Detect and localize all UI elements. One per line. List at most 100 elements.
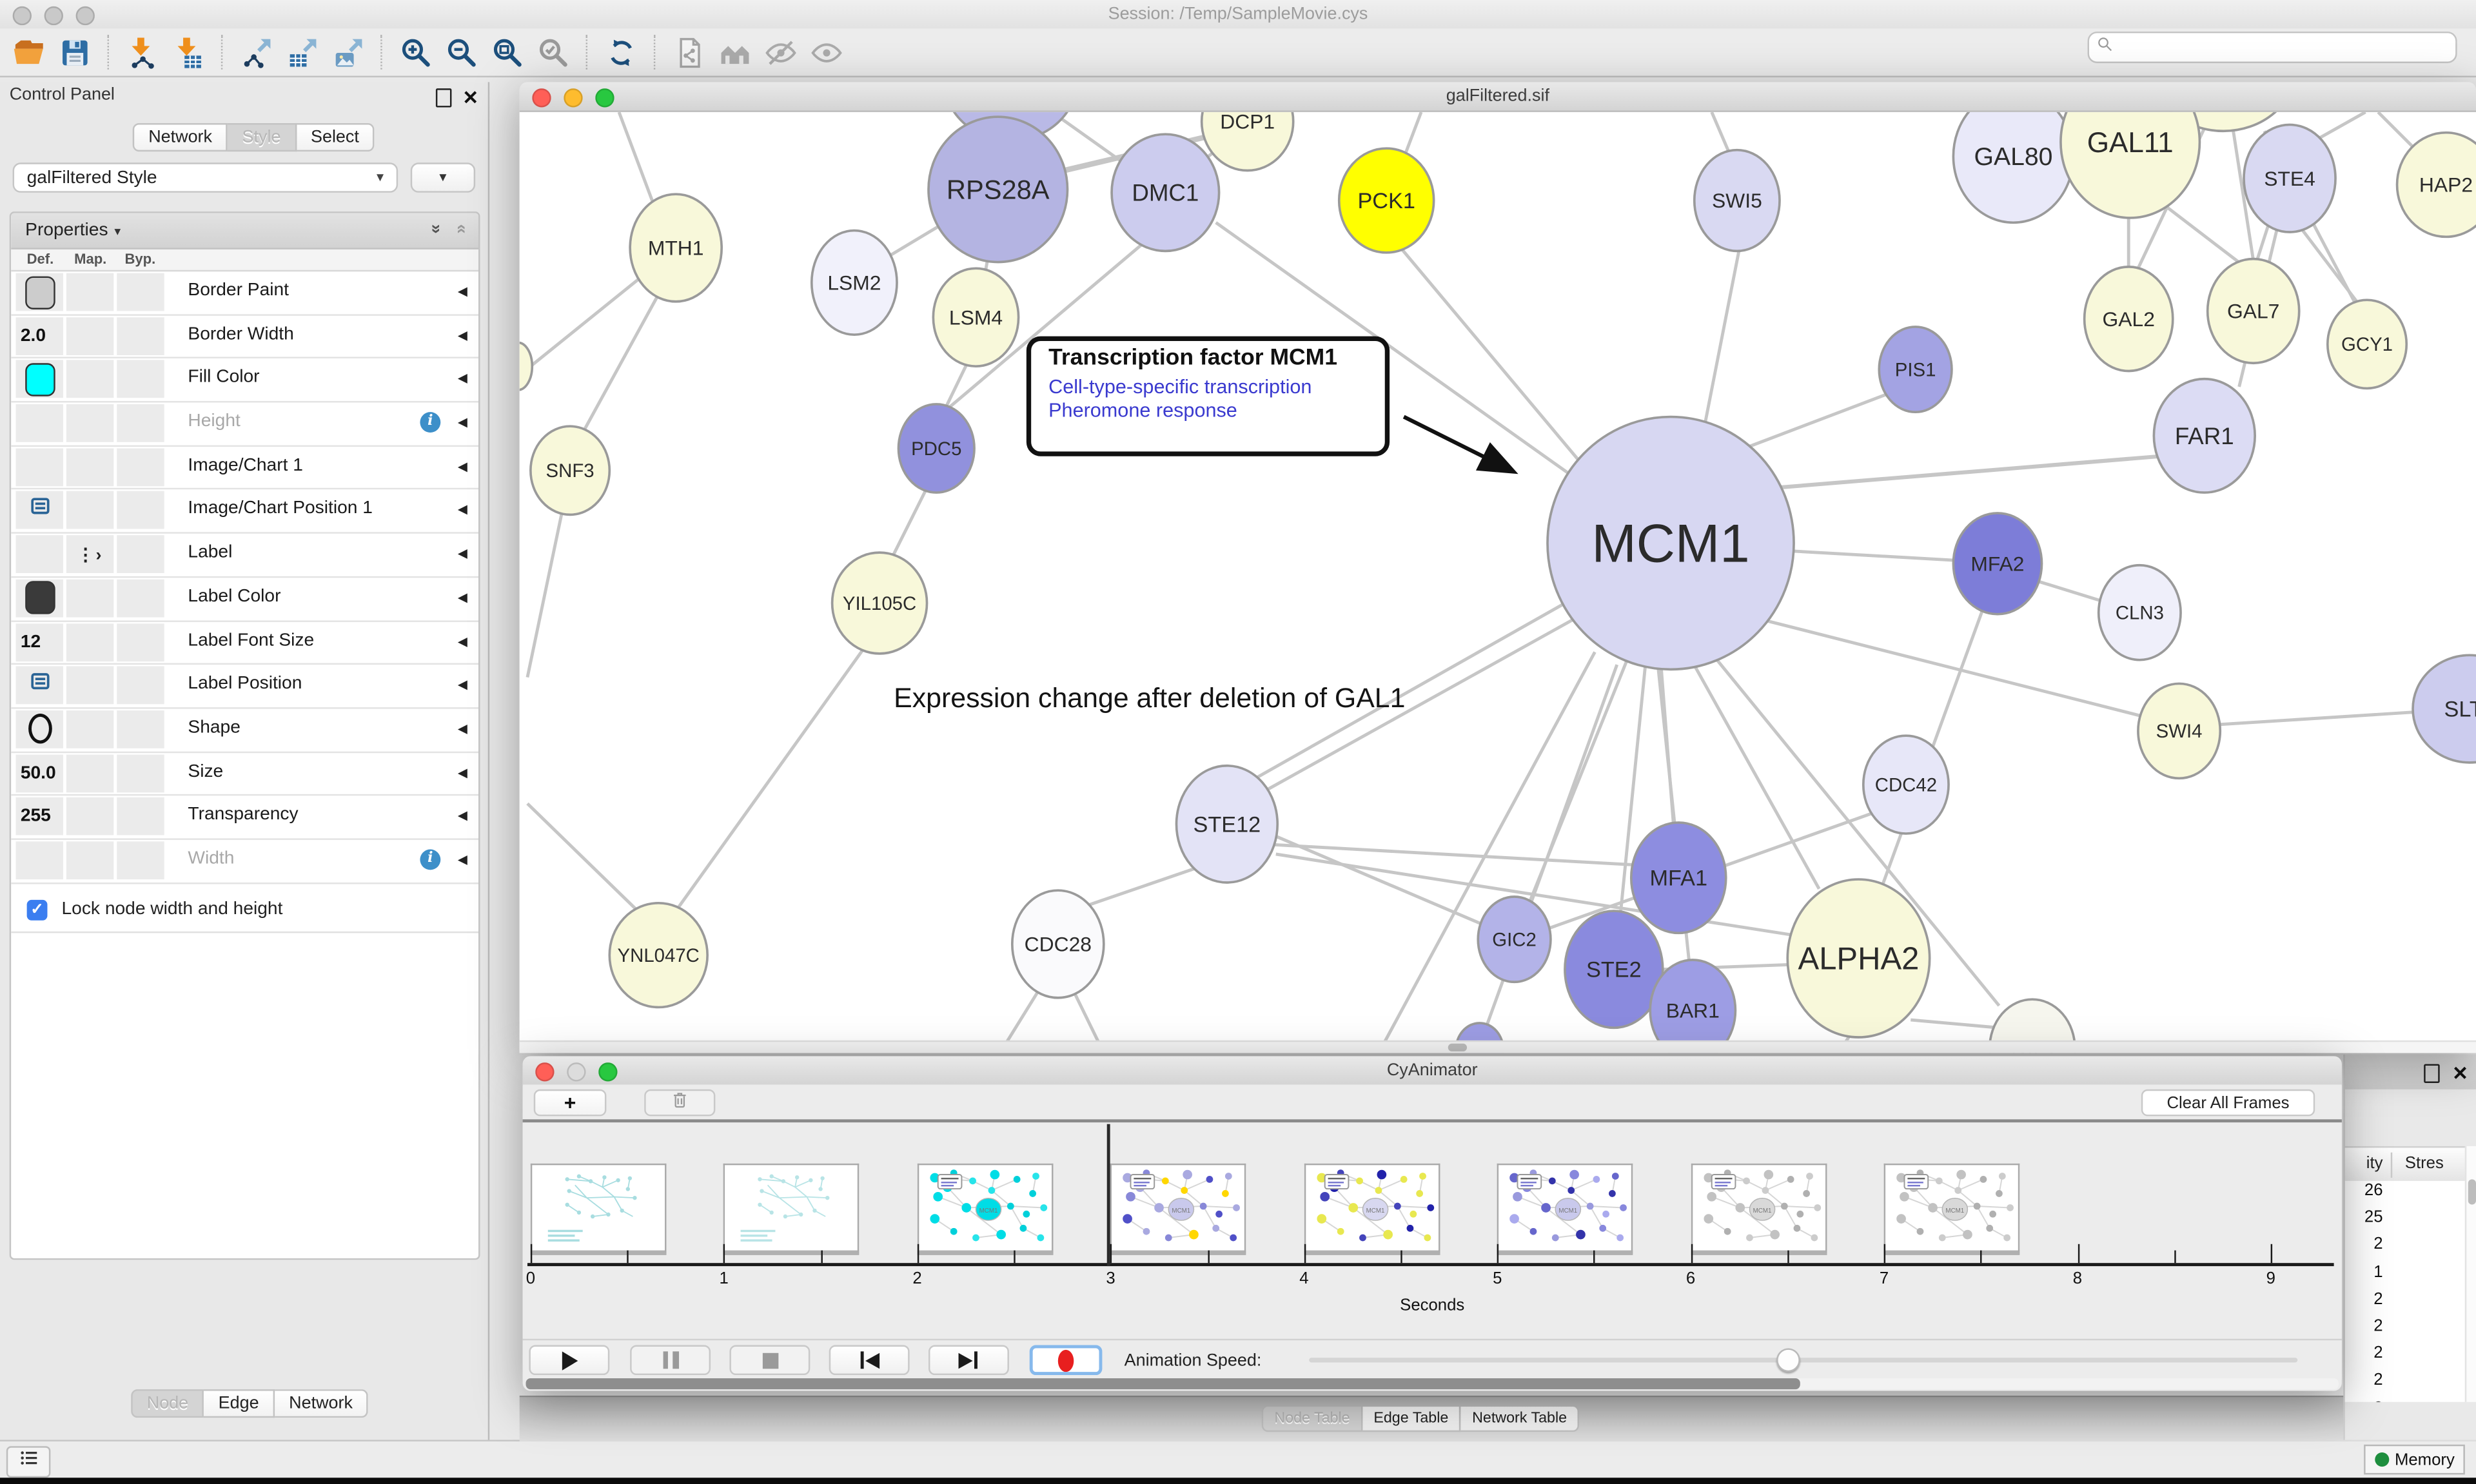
network-node-LSM2[interactable]: LSM2: [810, 229, 898, 337]
property-row-height[interactable]: Height i ◀: [11, 403, 479, 447]
search-box[interactable]: [2087, 31, 2457, 63]
default-value-cell[interactable]: [15, 579, 63, 618]
mapping-cell[interactable]: [66, 754, 114, 792]
network-node-CLN3[interactable]: CLN3: [2097, 563, 2182, 661]
table-cell[interactable]: 2: [2373, 1235, 2383, 1255]
network-node-GAL7[interactable]: GAL7: [2206, 257, 2301, 365]
zoom-icon[interactable]: [598, 1062, 618, 1082]
network-node-STE2[interactable]: STE2: [1564, 910, 1664, 1030]
network-edge[interactable]: [1215, 221, 1573, 477]
collapse-all-icon[interactable]: »: [451, 224, 471, 234]
info-icon[interactable]: i: [420, 412, 441, 433]
network-edge[interactable]: [2231, 127, 2255, 261]
mapping-cell[interactable]: [66, 710, 114, 748]
network-node-GCY1[interactable]: GCY1: [2326, 298, 2408, 390]
network-node-YNL047C[interactable]: YNL047C: [608, 901, 709, 1009]
network-edge[interactable]: [1377, 651, 1597, 1053]
network-node-STE12[interactable]: STE12: [1175, 764, 1279, 884]
network-node-MCM1[interactable]: MCM1: [1546, 415, 1795, 671]
save-session-button[interactable]: [52, 32, 98, 73]
tab-style[interactable]: Style: [228, 123, 297, 152]
expand-row-icon[interactable]: ◀: [457, 546, 467, 561]
network-edge[interactable]: [1618, 664, 1647, 918]
table-cell[interactable]: 2: [2345, 1398, 2465, 1402]
table-cell[interactable]: 25: [2364, 1207, 2383, 1227]
expand-row-icon[interactable]: ◀: [457, 415, 467, 430]
property-row-transparency[interactable]: 255 Transparency ◀: [11, 796, 479, 840]
network-node-SNF3[interactable]: SNF3: [529, 425, 611, 516]
memory-button[interactable]: Memory: [2364, 1444, 2465, 1475]
property-row-border-width[interactable]: 2.0 Border Width ◀: [11, 315, 479, 359]
tab-network[interactable]: Network: [132, 123, 228, 152]
clear-all-frames-button[interactable]: Clear All Frames: [2141, 1089, 2315, 1117]
horizontal-scrollbar[interactable]: [526, 1378, 2339, 1390]
checkbox-checked-icon[interactable]: ✓: [26, 899, 48, 920]
default-value-cell[interactable]: [15, 491, 63, 530]
frame-thumbnail-1[interactable]: [723, 1163, 860, 1255]
mapping-cell[interactable]: [66, 579, 114, 618]
properties-header[interactable]: Properties ▾ » »: [11, 213, 479, 249]
zoom-window-icon[interactable]: [75, 6, 95, 26]
bypass-cell[interactable]: [117, 447, 164, 486]
import-table-button[interactable]: [166, 32, 211, 73]
network-edge[interactable]: [1704, 244, 1742, 422]
search-input[interactable]: [2114, 34, 2456, 61]
network-edge[interactable]: [1391, 237, 1590, 473]
network-node-BAR1[interactable]: BAR1: [1649, 959, 1737, 1053]
mapping-cell[interactable]: [66, 273, 114, 311]
network-node-PIS1[interactable]: PIS1: [1878, 326, 1953, 414]
network-edge[interactable]: [2036, 579, 2104, 603]
table-cell[interactable]: 2: [2373, 1289, 2383, 1309]
bypass-cell[interactable]: [117, 754, 164, 792]
mapping-cell[interactable]: [66, 447, 114, 486]
annotation-box[interactable]: Transcription factor MCM1 Cell-type-spec…: [1026, 336, 1390, 456]
network-node-PDC5[interactable]: PDC5: [897, 403, 976, 494]
minimize-icon[interactable]: [564, 88, 583, 108]
scrollbar-thumb[interactable]: [2468, 1179, 2476, 1205]
zoom-in-button[interactable]: [393, 32, 439, 73]
bypass-cell[interactable]: [117, 710, 164, 748]
default-value-cell[interactable]: 50.0: [15, 754, 63, 792]
network-node-SLT2[interactable]: SLT2: [2412, 654, 2476, 764]
network-edge[interactable]: [943, 357, 971, 411]
expand-row-icon[interactable]: ◀: [457, 808, 467, 823]
style-options-button[interactable]: ▾: [410, 162, 476, 193]
network-edge[interactable]: [1911, 1018, 1999, 1030]
property-row-shape[interactable]: Shape ◀: [11, 708, 479, 753]
network-edge[interactable]: [1254, 594, 1580, 780]
default-value-cell[interactable]: [15, 360, 63, 399]
bypass-cell[interactable]: [117, 404, 164, 442]
window-controls[interactable]: [12, 6, 95, 26]
frame-thumbnail-7[interactable]: MCM1: [1883, 1163, 2020, 1255]
table-tab-edge-table[interactable]: Edge Table: [1362, 1405, 1461, 1432]
default-value-cell[interactable]: 2.0: [15, 317, 63, 355]
network-edge[interactable]: [889, 483, 930, 561]
expand-row-icon[interactable]: ◀: [457, 502, 467, 517]
horizontal-scrollbar[interactable]: [519, 1040, 2476, 1053]
network-edge[interactable]: [2217, 710, 2417, 727]
network-node-CDC42[interactable]: CDC42: [1862, 734, 1950, 835]
table-tab-node-table[interactable]: Node Table: [1261, 1405, 1363, 1432]
bypass-cell[interactable]: [117, 535, 164, 574]
network-node-LSM4[interactable]: LSM4: [932, 267, 1020, 368]
network-node-PCK1[interactable]: PCK1: [1337, 147, 1435, 254]
property-row-border-paint[interactable]: Border Paint ◀: [11, 271, 479, 316]
network-edge[interactable]: [1765, 619, 2145, 719]
network-edge[interactable]: [1791, 549, 1958, 562]
close-panel-icon[interactable]: ✕: [462, 86, 479, 109]
bypass-cell[interactable]: [117, 273, 164, 311]
network-node-cut[interactable]: [519, 341, 534, 391]
animation-speed-slider[interactable]: [1309, 1358, 2298, 1363]
network-node-MFA1[interactable]: MFA1: [1629, 821, 1727, 935]
bypass-cell[interactable]: [117, 666, 164, 705]
network-edge[interactable]: [1774, 454, 2161, 490]
frame-thumbnail-2[interactable]: MCM1: [917, 1163, 1054, 1255]
property-row-label-position[interactable]: Label Position ◀: [11, 665, 479, 709]
network-edge[interactable]: [946, 234, 1154, 411]
browser-tab-node[interactable]: Node: [131, 1389, 204, 1418]
scrollbar-thumb[interactable]: [1448, 1043, 1468, 1052]
export-network-button[interactable]: [233, 32, 279, 73]
mapping-cell[interactable]: [66, 841, 114, 879]
network-node-HAP2[interactable]: HAP2: [2395, 131, 2476, 239]
expand-all-icon[interactable]: »: [426, 224, 446, 234]
